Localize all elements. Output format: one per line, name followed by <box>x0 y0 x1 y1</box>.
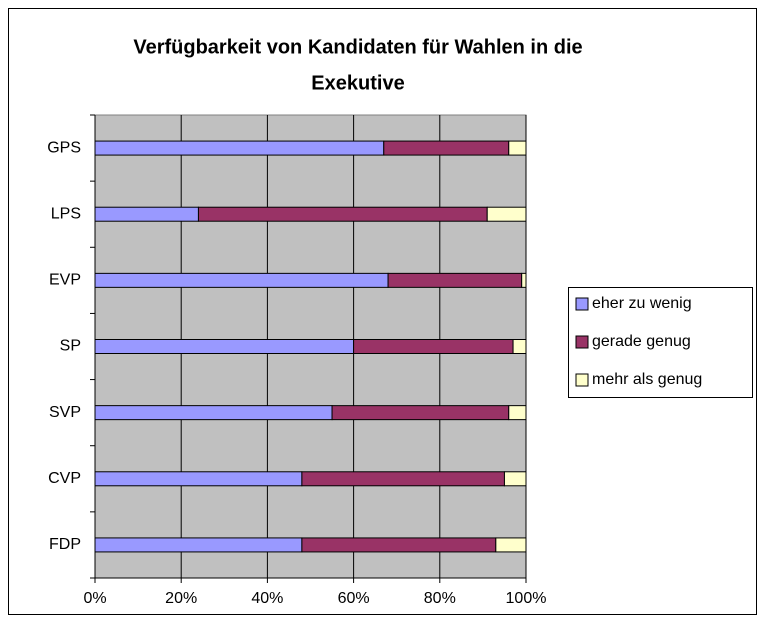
bar-segment <box>301 537 497 553</box>
bar-segment <box>508 405 527 421</box>
y-tick-label: CVP <box>48 470 81 487</box>
y-tick-label: LPS <box>51 205 81 222</box>
bar-segment <box>94 339 355 354</box>
legend-swatch <box>575 335 589 349</box>
x-tick-label: 0% <box>83 590 106 607</box>
x-tick-label: 80% <box>424 590 456 607</box>
bar-segment <box>486 206 527 222</box>
bar-segment <box>353 339 514 354</box>
bar-segment <box>331 405 510 421</box>
x-tick-label: 100% <box>506 590 547 607</box>
x-tick-label: 60% <box>338 590 370 607</box>
legend-label: mehr als genug <box>592 371 702 388</box>
x-tick-label: 20% <box>165 590 197 607</box>
bar-segment <box>521 272 527 288</box>
legend-label: eher zu wenig <box>592 295 692 312</box>
y-tick-label: FDP <box>49 536 81 553</box>
bar-segment <box>301 471 505 487</box>
bar-segment <box>197 206 488 222</box>
y-tick-label: GPS <box>47 139 81 156</box>
legend-swatch <box>575 373 589 387</box>
y-tick-label: SVP <box>49 404 81 421</box>
legend-label: gerade genug <box>592 333 691 350</box>
bar-segment <box>508 140 527 156</box>
bar-segment <box>503 471 527 487</box>
chart-title: Exekutive <box>311 72 404 94</box>
chart-title: Verfügbarkeit von Kandidaten für Wahlen … <box>133 36 582 58</box>
bar-segment <box>94 206 199 222</box>
bar-segment <box>94 471 303 487</box>
bar-segment <box>94 272 389 288</box>
legend <box>568 287 753 398</box>
bar-segment <box>94 405 333 421</box>
bar-segment <box>94 537 303 553</box>
bar-segment <box>512 339 527 354</box>
bar-segment <box>495 537 527 553</box>
bar-segment <box>383 140 510 156</box>
x-tick-label: 40% <box>251 590 283 607</box>
legend-swatch <box>575 297 589 311</box>
y-tick-label: SP <box>60 338 81 355</box>
bar-segment <box>94 140 385 156</box>
y-tick-label: EVP <box>49 272 81 289</box>
bar-segment <box>387 272 523 288</box>
